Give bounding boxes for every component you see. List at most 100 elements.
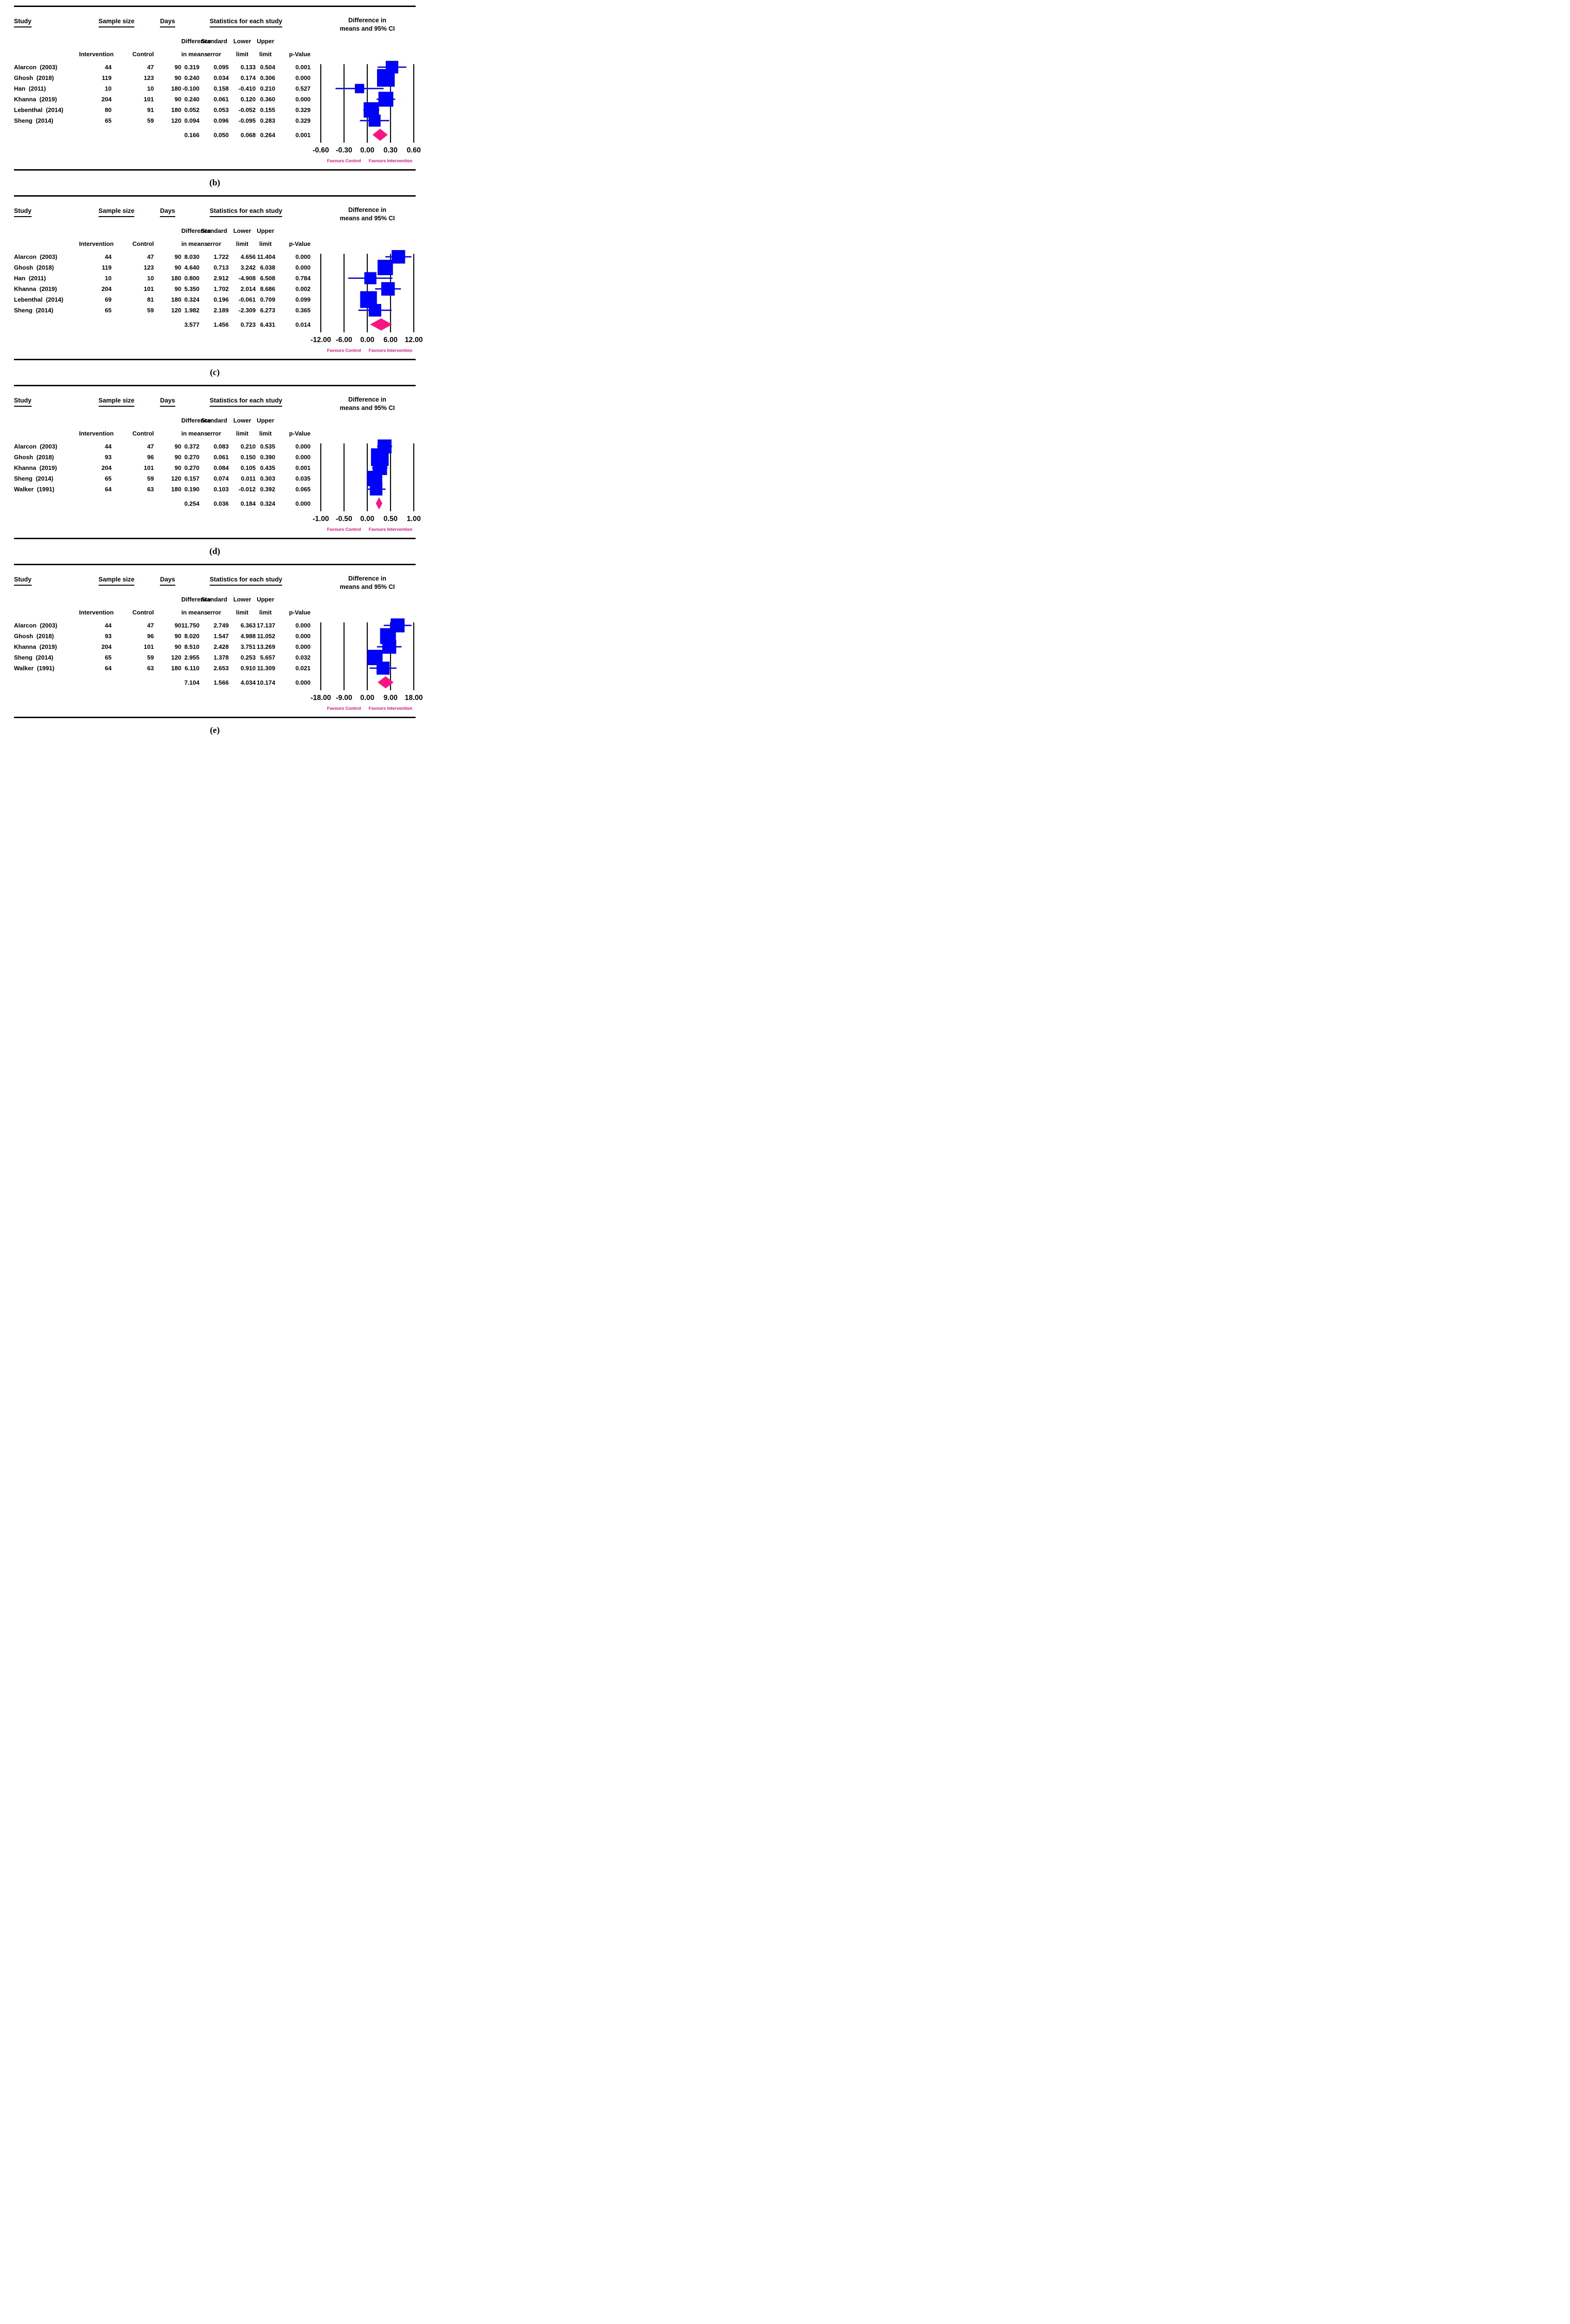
study-name: Alarcon (2003) [14,622,58,629]
plot-header-line2: means and 95% CI [339,215,395,222]
lower-limit-value: 0.910 [240,665,256,672]
study-row: Alarcon (2003) 44 47 90 0.372 0.083 0.210 0.535… [14,441,416,452]
panel-header: Study Sample size Days Statistics for each … [14,7,416,62]
intervention-n: 44 [105,622,112,629]
study-column-header: Study [14,207,79,217]
upper-limit-value: 6.038 [260,264,275,271]
standard-error-value: 0.083 [213,443,229,450]
p-value: 0.000 [295,443,311,450]
favours-control-label: Favours Control [327,527,361,532]
summary-row: 3.577 1.456 0.723 6.431 0.014 [14,319,416,330]
days-column-header: Days [154,575,181,586]
standard-error-value: 0.084 [213,464,229,471]
study-name: Lebenthal (2014) [14,296,64,303]
p-value: 0.099 [295,296,311,303]
intervention-n: 204 [101,643,112,650]
diff-in-means-value: 5.350 [184,285,199,292]
sample-size-header-label: Sample size [98,576,135,586]
upper-limit-value: 0.504 [260,64,275,71]
control-n: 101 [144,464,154,471]
study-row: Khanna (2019) 204 101 90 8.510 2.428 3.751 13.2… [14,641,416,652]
standard-error-value: 1.547 [213,633,229,640]
sample-size-column-header: Sample size [79,207,154,217]
plot-header-line1: Difference in [348,575,386,582]
p-value: 0.021 [295,665,311,672]
intervention-n: 65 [105,654,112,661]
control-n: 47 [147,622,154,629]
days-value: 90 [174,633,181,640]
study-row: Khanna (2019) 204 101 90 0.270 0.084 0.105 0.43… [14,462,416,473]
standard-error-value: 0.096 [213,117,229,124]
upper-limit-value: 0.392 [260,486,275,493]
lower-limit-value: 3.751 [240,643,256,650]
lower-limit-value: 0.210 [240,443,256,450]
control-subheader: Control [132,51,154,58]
summary-row: 7.104 1.566 4.034 10.174 0.000 [14,677,416,688]
summary-upper-value: 0.324 [260,500,275,507]
control-n: 123 [144,264,154,271]
study-row: Alarcon (2003) 44 47 90 8.030 1.722 4.656 11.40… [14,251,416,262]
plot-column-header: Difference in means and 95% CI [340,396,395,412]
days-value: 120 [171,307,181,314]
axis-tick-label: 0.00 [360,146,374,154]
favours-intervention-label: Favours Intervention [369,158,412,164]
pvalue-subheader: p-Value [289,609,311,616]
intervention-n: 64 [105,665,112,672]
days-value: 90 [174,443,181,450]
statistics-header-label: Statistics for each study [209,397,283,407]
days-header-label: Days [160,576,175,586]
lower-limit-value: -2.309 [238,307,256,314]
se-subheader-2: error [207,51,221,58]
days-column-header: Days [154,396,181,407]
days-value: 180 [171,106,181,113]
lower-limit-value: 0.133 [240,64,256,71]
study-row: Alarcon (2003) 44 47 90 0.319 0.095 0.133 0.504… [14,62,416,73]
lower-subheader-2: limit [236,430,249,437]
panel-caption: (b) [209,178,220,188]
study-header-label: Study [14,207,32,217]
sample-size-header-label: Sample size [98,397,135,407]
statistics-header-label: Statistics for each study [209,207,283,217]
diff-in-means-value: 0.240 [184,74,199,81]
lower-limit-value: 6.363 [240,622,256,629]
intervention-n: 65 [105,117,112,124]
upper-subheader-1: Upper [257,417,274,424]
axis-tick-label: 9.00 [384,694,397,702]
diff-in-means-value: 0.240 [184,96,199,103]
control-n: 63 [147,486,154,493]
control-n: 59 [147,475,154,482]
lower-limit-value: 3.242 [240,264,256,271]
diff-in-means-value: 0.094 [184,117,199,124]
study-name: Ghosh (2018) [14,633,54,640]
summary-upper-value: 0.264 [260,132,275,139]
control-n: 101 [144,285,154,292]
sub-header-row-2: Intervention Control in means error limit lim… [14,51,311,58]
control-n: 96 [147,454,154,461]
p-value: 0.000 [295,643,311,650]
diff-subheader-1: Difference [181,417,211,424]
favours-intervention-label: Favours Intervention [369,706,412,711]
axis-tick-label: 0.30 [384,146,397,154]
summary-lower-value: 0.723 [240,321,256,328]
favours-intervention-label: Favours Intervention [369,527,412,532]
lower-limit-value: -4.908 [238,275,256,282]
intervention-n: 119 [102,74,112,81]
standard-error-value: 0.095 [213,64,229,71]
study-name: Han (2011) [14,275,46,282]
intervention-n: 10 [105,85,112,92]
plot-column-header: Difference in means and 95% CI [340,574,395,591]
upper-limit-value: 0.360 [260,96,275,103]
summary-p-value: 0.000 [295,500,311,507]
control-n: 63 [147,665,154,672]
favours-intervention-label: Favours Intervention [369,348,412,353]
p-value: 0.000 [295,96,311,103]
favours-control-label: Favours Control [327,158,361,164]
lower-limit-value: 2.014 [240,285,256,292]
standard-error-value: 1.702 [213,285,229,292]
standard-error-value: 2.653 [213,665,229,672]
statistics-column-header: Statistics for each study [181,575,311,586]
p-value: 0.784 [295,275,311,282]
upper-limit-value: 8.686 [260,285,275,292]
panel-caption: (c) [210,367,220,377]
study-row: Khanna (2019) 204 101 90 5.350 1.702 2.014 8.68… [14,284,416,294]
